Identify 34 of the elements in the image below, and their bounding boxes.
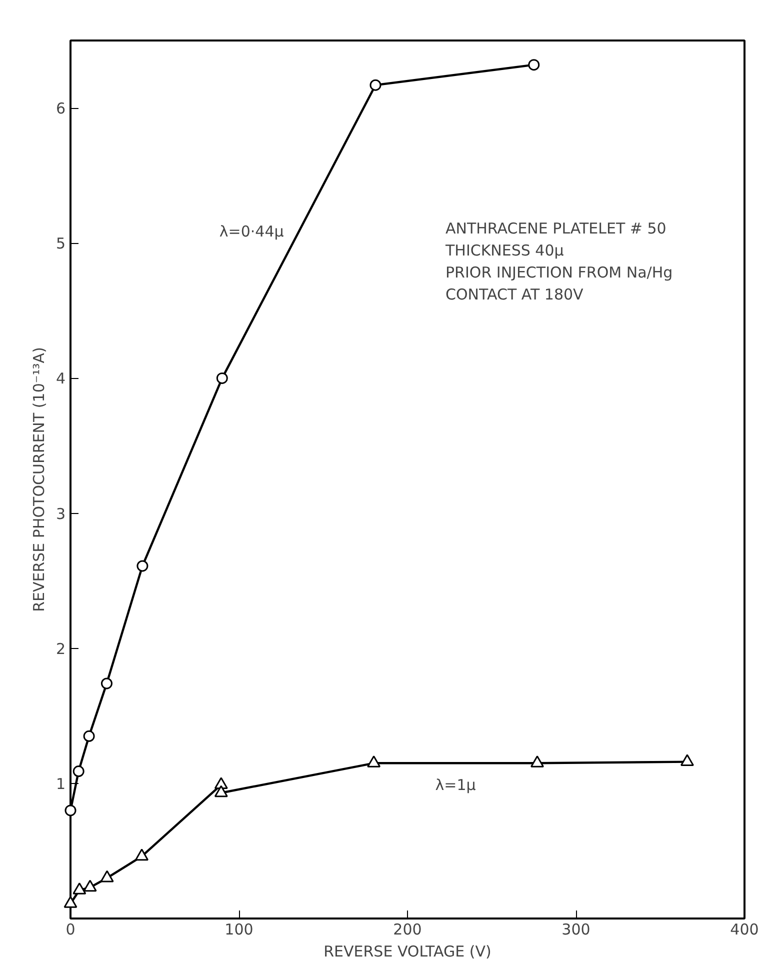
point	[135, 848, 149, 861]
y-tick-label: 6	[56, 100, 66, 118]
x-tick-label: 400	[730, 920, 759, 938]
y-axis-title: REVERSE PHOTOCURRENT (10⁻¹³A)	[30, 347, 48, 612]
point	[530, 755, 544, 768]
x-tick-label: 300	[562, 920, 590, 938]
point	[214, 785, 228, 798]
annotation: ANTHRACENE PLATELET # 50	[446, 220, 666, 238]
y-tick-label: 5	[56, 234, 66, 253]
point	[680, 754, 694, 766]
x-axis-title: REVERSE VOLTAGE (V)	[324, 942, 492, 960]
series-label: λ=0·44μ	[219, 222, 284, 241]
y-tick-label: 2	[56, 640, 66, 658]
point	[64, 896, 78, 908]
point	[72, 882, 86, 894]
series-label: λ=1μ	[435, 776, 476, 794]
point	[216, 372, 228, 384]
point	[370, 79, 382, 91]
point	[136, 560, 148, 572]
annotation: CONTACT AT 180V	[446, 286, 584, 304]
point	[100, 678, 112, 690]
y-tick-label: 4	[56, 370, 66, 388]
x-tick-label: 100	[224, 920, 254, 938]
point	[528, 59, 540, 71]
y-tick-label: 1	[56, 774, 66, 793]
x-tick-label: 0	[66, 920, 76, 938]
annotation: PRIOR INJECTION FROM Na/Hg	[446, 264, 673, 282]
annotation: THICKNESS 40μ	[444, 242, 564, 260]
point	[83, 730, 95, 742]
point	[83, 880, 97, 892]
x-tick-label: 200	[393, 920, 422, 938]
point	[367, 755, 381, 768]
point	[100, 870, 114, 882]
y-tick-label: 3	[56, 504, 66, 523]
